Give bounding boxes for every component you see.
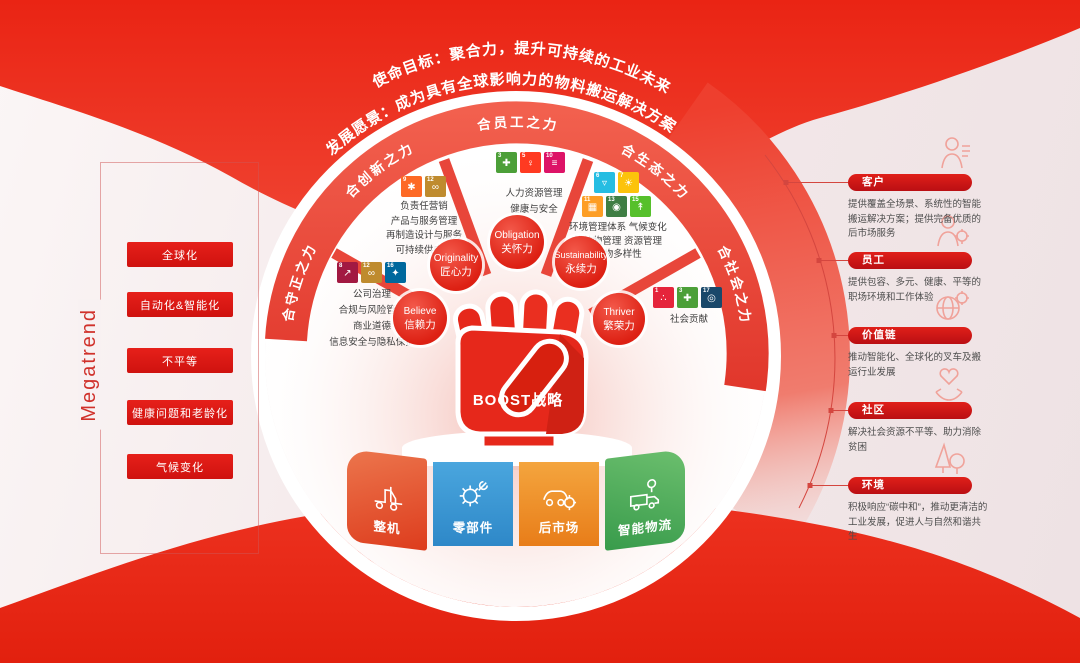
- pillar-panel-smart-logistics: 智能物流: [605, 449, 685, 551]
- segment-items-society: 社会贡献: [669, 314, 708, 325]
- stakeholder-pill-employee: 员工: [848, 252, 972, 269]
- stakeholder-pill-customer: 客户: [848, 174, 972, 191]
- boost-core-label: BOOST战略: [472, 392, 564, 409]
- sdg-icons-innovation: 9 ✱ 12 ∞: [401, 176, 446, 197]
- segment-items-employee: 人力资源管理 健康与安全: [505, 188, 563, 215]
- power-circle-originality: Originality 匠心力: [430, 239, 482, 291]
- stakeholder-desc-community: 解决社会资源不平等、助力消除贫困: [848, 427, 982, 453]
- sdg-icon: 16 ✦: [385, 262, 406, 283]
- pillar-panel-parts: 零部件: [433, 462, 513, 546]
- pedestal: [402, 431, 632, 470]
- sdg-icon: 5 ♀: [520, 152, 541, 173]
- segment-items-integrity: 公司治理 合规与风险管理 商业道德 信息安全与隐私保护: [329, 289, 415, 348]
- band-label-employee: 合员工之力: [476, 114, 557, 134]
- forklift-icon: [374, 486, 403, 511]
- power-circle-obligation: Obligation 关怀力: [490, 215, 544, 269]
- stakeholder-desc-value-chain: 推动智能化、全球化的叉车及搬运行业发展: [848, 352, 982, 378]
- environment-icon: [924, 437, 974, 479]
- sdg-icon: 8 ↗: [337, 262, 358, 283]
- fan-band: [265, 101, 769, 392]
- sdg-icon: 11 ▦: [582, 196, 603, 217]
- power-circle-sustainability: Sustainability 永续力: [554, 236, 608, 288]
- sdg-icon: 9 ✱: [401, 176, 422, 197]
- sdg-icons-employee: 3 ✚ 5 ♀ 10 ≡: [496, 152, 565, 173]
- sdg-icons-integrity: 8 ↗ 12 ∞ 16 ✦: [337, 262, 406, 283]
- sdg-icons-ecology-row2: 11 ▦ 13 ◉ 15 ↟: [582, 196, 651, 217]
- megatrend-title: Megatrend: [78, 300, 101, 430]
- value-chain-icon: [924, 286, 974, 328]
- stakeholder-desc-employee: 提供包容、多元、健康、平等的职场环境和工作体验: [848, 277, 982, 303]
- megatrend-item-globalization: 全球化: [127, 242, 233, 267]
- sdg-icon: 12 ∞: [425, 176, 446, 197]
- sdg-icon: 10 ≡: [544, 152, 565, 173]
- megatrend-item-inequality: 不平等: [127, 348, 233, 373]
- segment-items-ecology: 环境管理体系 气候变化 排放物管理 资源管理 生物多样性: [569, 222, 667, 260]
- stakeholder-desc-customer: 提供覆盖全场景、系统性的智能搬运解决方案；提供完备优质的后市场服务: [848, 199, 982, 240]
- sdg-icon: 3 ✚: [677, 287, 698, 308]
- community-icon: [924, 362, 974, 404]
- megatrend-item-automation: 自动化&智能化: [127, 292, 233, 317]
- stakeholder-pill-environment: 环境: [848, 477, 972, 494]
- fist-graphic: [452, 289, 589, 451]
- power-circle-believe: Believe 信赖力: [393, 291, 447, 345]
- sdg-icon: 6 ▿: [594, 172, 615, 193]
- sdg-icons-ecology-row1: 6 ▿ 7 ☀: [594, 172, 639, 193]
- sdg-icon: 7 ☀: [618, 172, 639, 193]
- right-ring-arc: [665, 82, 850, 548]
- customer-icon: [924, 132, 974, 174]
- sdg-icon: 1 ∴: [653, 287, 674, 308]
- sdg-icon: 13 ◉: [606, 196, 627, 217]
- stakeholder-connector: [764, 154, 848, 509]
- sdg-icons-society: 1 ∴ 3 ✚ 17 ◎: [653, 287, 722, 308]
- megatrend-item-climate: 气候变化: [127, 454, 233, 479]
- stakeholder-pill-community: 社区: [848, 402, 972, 419]
- power-circle-thriver: Thriver 繁荣力: [593, 293, 645, 345]
- sdg-icon: 17 ◎: [701, 287, 722, 308]
- truck-pin-icon: [629, 479, 660, 511]
- vehicle-gear-icon: [543, 490, 577, 511]
- gear-wrench-icon: [459, 480, 489, 507]
- pillar-panel-aftermarket: 后市场: [519, 462, 599, 546]
- pillar-panel-complete-machines: 整机: [347, 449, 427, 551]
- stakeholder-pill-value-chain: 价值链: [848, 327, 972, 344]
- sdg-icon: 12 ∞: [361, 262, 382, 283]
- stakeholder-desc-environment: 积极响应“碳中和”，推动更清洁的工业发展，促进人与自然和谐共生: [848, 502, 988, 543]
- sdg-icon: 3 ✚: [496, 152, 517, 173]
- segment-items-innovation: 负责任营销 产品与服务管理 再制造设计与服务 可持续供应链: [385, 201, 462, 256]
- megatrend-item-health-aging: 健康问题和老龄化: [127, 400, 233, 425]
- sdg-icon: 15 ↟: [630, 196, 651, 217]
- employee-icon: [924, 210, 974, 252]
